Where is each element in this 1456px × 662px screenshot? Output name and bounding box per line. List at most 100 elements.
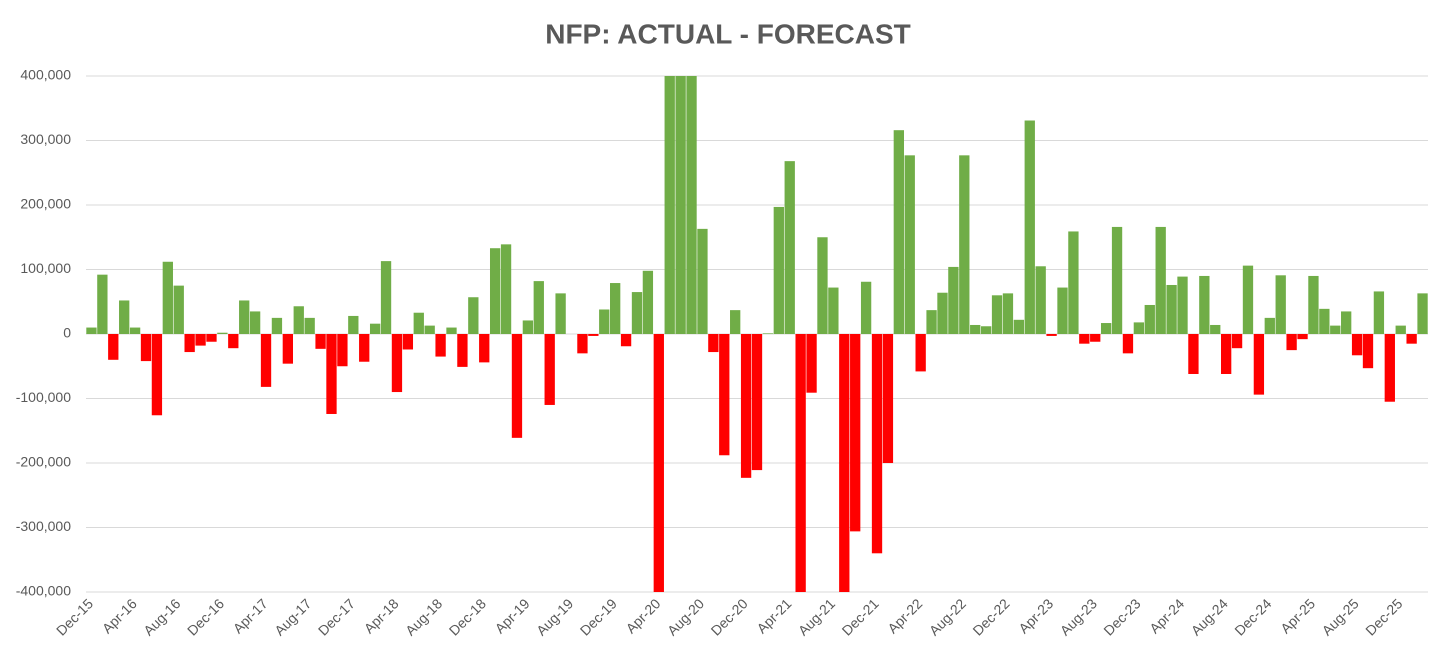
bar — [359, 334, 370, 362]
bar — [806, 334, 817, 393]
bar — [326, 334, 337, 414]
bar — [1341, 311, 1352, 334]
bar — [1111, 226, 1123, 334]
bar — [1231, 334, 1243, 349]
bar — [1079, 334, 1090, 344]
bar — [184, 334, 195, 353]
x-tick-label: Aug-21 — [795, 595, 838, 638]
chart-title: NFP: ACTUAL - FORECAST — [545, 18, 911, 49]
bar — [446, 327, 457, 334]
bar — [1057, 287, 1068, 334]
bar — [675, 76, 686, 334]
bar — [315, 334, 326, 349]
bar — [893, 130, 904, 334]
bar — [1122, 334, 1134, 354]
bar — [249, 311, 261, 334]
bar — [1013, 319, 1025, 334]
bar — [140, 334, 152, 362]
bar — [850, 334, 861, 532]
x-tick-label: Apr-19 — [492, 595, 533, 636]
bar — [129, 327, 141, 334]
bar — [1166, 284, 1177, 334]
bar — [424, 325, 435, 334]
x-tick-label: Dec-23 — [1100, 595, 1143, 638]
bar — [1330, 325, 1341, 334]
bar — [664, 76, 675, 334]
bar — [119, 300, 130, 334]
bar — [522, 320, 534, 334]
x-tick-label: Apr-23 — [1015, 595, 1056, 636]
bar — [686, 76, 697, 334]
x-tick-label: Dec-20 — [708, 595, 751, 638]
bar — [260, 334, 272, 387]
bar — [1100, 323, 1112, 334]
x-tick-label: Apr-25 — [1277, 595, 1318, 636]
bar — [1395, 325, 1406, 334]
bar — [479, 334, 490, 363]
bar — [730, 310, 741, 334]
bar — [228, 334, 239, 349]
bar — [751, 334, 763, 471]
bar — [904, 155, 915, 334]
bar — [642, 270, 654, 334]
x-tick-label: Apr-18 — [361, 595, 402, 636]
bar — [926, 310, 937, 334]
x-tick-label: Aug-25 — [1319, 595, 1362, 638]
bar — [980, 326, 992, 334]
bar — [708, 334, 719, 353]
bar — [108, 334, 119, 360]
bar — [1264, 317, 1275, 334]
x-tick-label: Dec-21 — [839, 595, 882, 638]
bars — [86, 76, 1428, 592]
bar — [468, 297, 479, 334]
x-tick-label: Apr-24 — [1146, 595, 1187, 636]
y-tick-label: -300,000 — [16, 518, 71, 534]
bar — [162, 261, 173, 334]
bar — [555, 293, 566, 334]
bar — [217, 332, 228, 334]
bar — [773, 206, 784, 334]
bar — [588, 334, 599, 336]
bar — [1406, 334, 1417, 344]
x-tick-label: Dec-22 — [969, 595, 1012, 638]
x-tick-label: Dec-19 — [577, 595, 620, 638]
bar — [391, 334, 403, 393]
bar — [1199, 275, 1210, 334]
bar — [740, 334, 752, 478]
bar — [1417, 293, 1428, 334]
bar — [402, 334, 414, 350]
bar — [948, 266, 959, 334]
bar — [206, 334, 217, 342]
bar — [195, 334, 206, 346]
bar — [970, 324, 981, 334]
bar — [1068, 231, 1079, 334]
y-tick-label: 200,000 — [20, 196, 71, 212]
bar — [653, 334, 664, 592]
bar — [1275, 275, 1286, 334]
bar — [1155, 226, 1166, 334]
bar — [1384, 334, 1395, 402]
bar — [282, 334, 294, 364]
x-tick-label: Apr-20 — [623, 595, 664, 636]
y-tick-label: 0 — [63, 325, 71, 341]
bar — [1188, 334, 1199, 374]
bar — [784, 161, 795, 334]
bar — [1286, 334, 1297, 351]
bar — [762, 333, 774, 334]
bar — [1144, 304, 1155, 334]
x-tick-label: Dec-18 — [446, 595, 489, 638]
bar — [435, 334, 446, 357]
bar — [1253, 334, 1265, 395]
bar — [839, 334, 850, 592]
bar — [1242, 265, 1254, 334]
bar — [871, 334, 883, 554]
bar — [620, 334, 632, 347]
bar — [544, 334, 555, 405]
x-tick-label: Dec-15 — [53, 595, 96, 638]
bar — [599, 309, 610, 334]
y-tick-label: 300,000 — [20, 131, 71, 147]
x-tick-label: Aug-19 — [533, 595, 576, 638]
bar — [1373, 291, 1385, 334]
